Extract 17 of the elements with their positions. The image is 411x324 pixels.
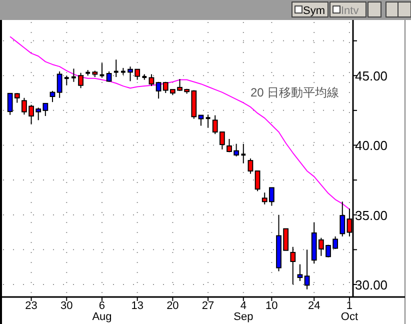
y-tick-label: 45.00 [355, 68, 388, 84]
x-tick-label: 4 Sep [234, 300, 254, 323]
x-tick-label: 1 Oct [340, 300, 358, 323]
series-label: 20 日移動平均線 [250, 85, 340, 100]
x-tick-label: 27 [202, 300, 214, 312]
x-tick-label: 20 [166, 300, 179, 312]
x-tick-label: 24 [308, 300, 320, 312]
y-tick-label: 30.00 [355, 277, 388, 292]
x-tick-label: 30 [60, 300, 73, 312]
button: Intv [330, 2, 366, 18]
x-tick-label: 6 Aug [92, 300, 112, 323]
button: Sym [292, 2, 328, 18]
y-tick-label: 35.00 [355, 208, 388, 223]
x-tick-label: 23 [25, 300, 38, 312]
x-tick-label: 13 [131, 300, 144, 312]
y-tick-label: 40.00 [355, 138, 388, 154]
x-tick-label: 10 [266, 300, 278, 312]
